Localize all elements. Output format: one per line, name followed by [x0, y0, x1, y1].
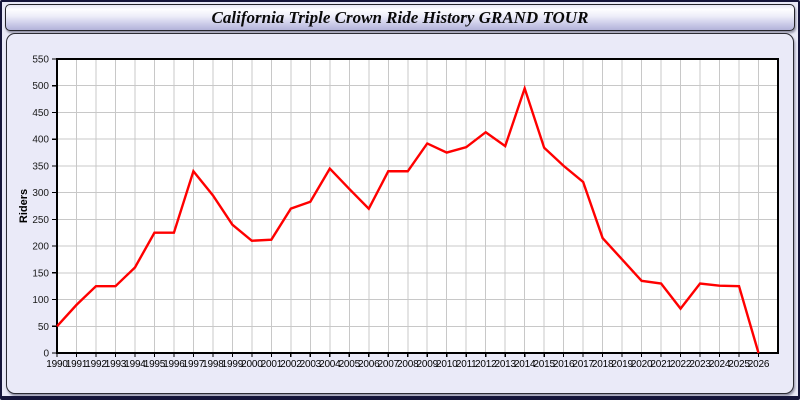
svg-text:2024: 2024 — [709, 359, 731, 370]
svg-text:2019: 2019 — [611, 359, 633, 370]
svg-text:2018: 2018 — [592, 359, 614, 370]
svg-text:50: 50 — [38, 322, 50, 333]
chart-title-bar: California Triple Crown Ride History GRA… — [5, 4, 795, 31]
svg-text:1999: 1999 — [222, 359, 244, 370]
svg-text:2005: 2005 — [339, 359, 361, 370]
svg-text:2006: 2006 — [358, 359, 380, 370]
svg-text:1996: 1996 — [163, 359, 185, 370]
svg-text:2009: 2009 — [417, 359, 439, 370]
svg-text:200: 200 — [32, 242, 49, 253]
svg-text:500: 500 — [32, 81, 49, 92]
svg-text:1991: 1991 — [66, 359, 88, 370]
svg-text:2010: 2010 — [436, 359, 458, 370]
svg-text:250: 250 — [32, 215, 49, 226]
svg-text:550: 550 — [32, 55, 49, 66]
chart-title: California Triple Crown Ride History GRA… — [211, 7, 589, 27]
svg-text:1990: 1990 — [46, 359, 68, 370]
svg-text:350: 350 — [32, 161, 49, 172]
svg-text:0: 0 — [43, 349, 49, 360]
svg-text:2016: 2016 — [553, 359, 575, 370]
ride-history-line-chart: 0501001502002503003504004505005501990199… — [18, 55, 779, 370]
svg-text:2022: 2022 — [670, 359, 692, 370]
y-axis-title: Riders — [18, 189, 30, 223]
svg-text:2023: 2023 — [689, 359, 711, 370]
svg-text:2017: 2017 — [572, 359, 594, 370]
svg-text:100: 100 — [32, 295, 49, 306]
chart-panel: 0 50 100 150 200 250 300 350 400 450 500 550 1990 199… — [6, 33, 794, 394]
svg-text:400: 400 — [32, 135, 49, 146]
svg-text:2002: 2002 — [280, 359, 302, 370]
svg-text:2001: 2001 — [261, 359, 283, 370]
svg-text:1994: 1994 — [124, 359, 146, 370]
grid-lines — [57, 59, 778, 353]
svg-text:450: 450 — [32, 108, 49, 119]
riders-data-line — [56, 84, 760, 354]
svg-text:1992: 1992 — [85, 359, 107, 370]
svg-text:2026: 2026 — [748, 359, 770, 370]
svg-text:1998: 1998 — [202, 359, 224, 370]
svg-text:2003: 2003 — [300, 359, 322, 370]
svg-text:2014: 2014 — [514, 359, 536, 370]
x-tick-labels: 1990199119921993199419951996199719981999… — [46, 353, 770, 370]
svg-text:2000: 2000 — [241, 359, 263, 370]
svg-text:2007: 2007 — [378, 359, 400, 370]
svg-text:1995: 1995 — [144, 359, 166, 370]
svg-text:300: 300 — [32, 188, 49, 199]
svg-text:1993: 1993 — [105, 359, 127, 370]
y-tick-labels: 0 50 100 150 200 250 300 350 400 450 500 550 — [32, 55, 57, 360]
svg-text:2021: 2021 — [650, 359, 672, 370]
plot-area — [57, 59, 778, 353]
svg-text:2012: 2012 — [475, 359, 497, 370]
svg-text:2011: 2011 — [456, 359, 477, 370]
svg-text:2015: 2015 — [533, 359, 555, 370]
svg-text:150: 150 — [32, 268, 49, 279]
svg-text:2004: 2004 — [319, 359, 341, 370]
svg-text:2013: 2013 — [494, 359, 516, 370]
svg-text:2025: 2025 — [728, 359, 750, 370]
svg-text:2008: 2008 — [397, 359, 419, 370]
svg-text:1997: 1997 — [183, 359, 205, 370]
svg-text:2020: 2020 — [631, 359, 653, 370]
